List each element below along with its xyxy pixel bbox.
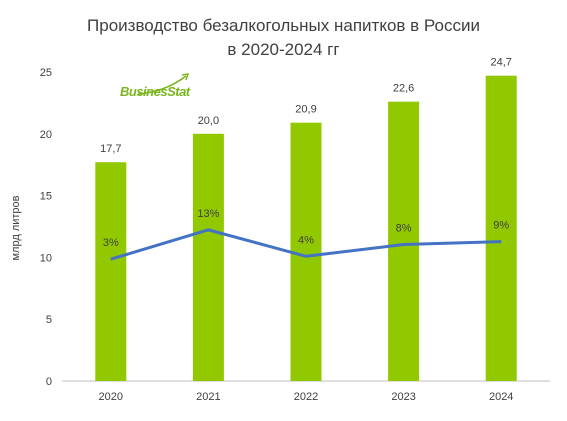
bar-value-label: 17,7: [100, 143, 121, 155]
x-tick-label: 2020: [99, 391, 123, 403]
chart-title: Производство безалкогольных напитков в Р…: [0, 14, 567, 62]
chart-title-line-2: в 2020-2024 гг: [227, 40, 340, 59]
bar-2021: [192, 133, 224, 381]
y-tick-label: 20: [40, 129, 52, 141]
y-axis: 0 5 10 15 20 25: [40, 67, 52, 388]
bar-value-label: 22,6: [393, 83, 414, 95]
x-tick-label: 2023: [391, 391, 415, 403]
y-tick-label: 5: [46, 314, 52, 326]
bar-value-labels: 17,7 20,0 20,9 22,6 24,7: [100, 57, 512, 156]
x-tick-label: 2022: [294, 391, 318, 403]
growth-label: 4%: [298, 234, 314, 246]
x-tick-label: 2021: [196, 391, 220, 403]
y-tick-label: 25: [40, 67, 52, 79]
logo-text: BusinesStat: [120, 84, 190, 99]
growth-label: 9%: [493, 220, 509, 232]
growth-label: 8%: [396, 223, 412, 235]
bars-group: [95, 75, 517, 382]
bar-2022: [290, 122, 322, 382]
growth-labels: 3% 13% 4% 8% 9%: [103, 208, 510, 249]
growth-label: 13%: [197, 208, 219, 220]
y-tick-label: 15: [40, 191, 52, 203]
x-tick-label: 2024: [489, 391, 513, 403]
chart-title-line-1: Производство безалкогольных напитков в Р…: [87, 16, 480, 35]
y-tick-label: 10: [40, 252, 52, 264]
y-tick-label: 0: [46, 376, 52, 388]
bar-value-label: 20,0: [198, 115, 219, 127]
growth-line: [110, 228, 502, 261]
y-axis-label: млрд литров: [10, 195, 22, 260]
bar-value-label: 20,9: [295, 104, 316, 116]
businesstat-logo: BusinesStat: [120, 72, 200, 100]
logo-swoosh-icon: [137, 73, 190, 95]
bar-2023: [388, 101, 420, 381]
bar-2020: [95, 162, 127, 381]
bar-2024: [485, 75, 517, 381]
growth-label: 3%: [103, 237, 119, 249]
x-axis-tick-labels: 2020 2021 2022 2023 2024: [99, 391, 514, 403]
bar-value-label: 24,7: [490, 57, 511, 69]
